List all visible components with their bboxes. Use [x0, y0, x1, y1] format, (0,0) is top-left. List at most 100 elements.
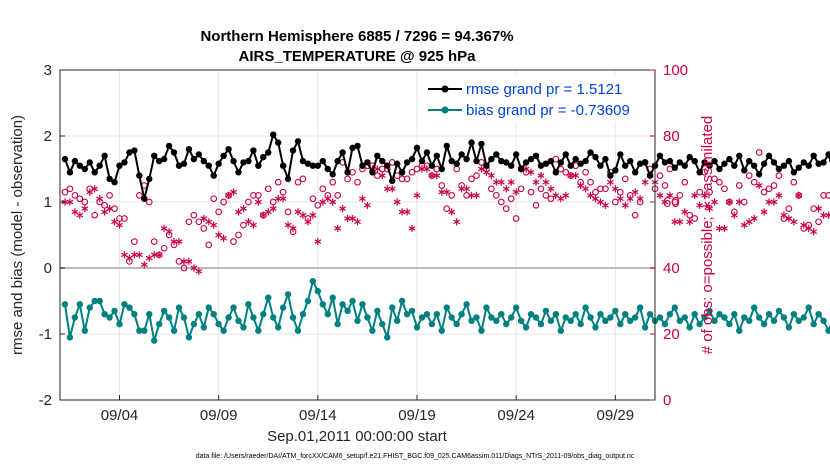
rmse-point: [260, 153, 267, 161]
bias-point: [681, 314, 688, 321]
obs-possible-point: [507, 195, 515, 203]
bias-point: [612, 307, 619, 315]
rmse-point: [155, 157, 163, 165]
bias-point: [488, 314, 495, 321]
obs-possible-point: [686, 211, 694, 219]
rmse-point: [364, 159, 371, 166]
rmse-point: [478, 140, 485, 148]
rmse-point: [225, 146, 232, 153]
bias-point: [374, 307, 381, 315]
rmse-point: [721, 160, 728, 167]
rmse-point: [503, 159, 510, 166]
obs-possible-point: [810, 205, 818, 212]
obs-assimilated-point: [413, 191, 421, 199]
obs-possible-point: [111, 205, 118, 212]
obs-possible-point: [621, 175, 629, 183]
rmse-point: [453, 160, 460, 167]
rmse-point: [141, 195, 148, 202]
rmse-point: [815, 160, 822, 167]
bias-point: [760, 320, 768, 328]
obs-possible-point: [279, 188, 287, 196]
rmse-point: [706, 162, 713, 169]
obs-assimilated-point: [165, 228, 173, 236]
bias-point: [180, 314, 188, 321]
obs-assimilated-point: [289, 224, 297, 232]
legend-rmse-marker: [441, 85, 449, 93]
rmse-point: [294, 138, 302, 145]
bias-point: [151, 337, 158, 344]
legend-rmse-text: rmse grand pr = 1.5121: [466, 81, 622, 98]
rmse-point: [270, 131, 277, 138]
obs-assimilated-point: [765, 198, 773, 206]
obs-possible-point: [81, 198, 89, 206]
obs-possible-point: [408, 168, 416, 176]
bias-point: [175, 304, 183, 311]
obs-assimilated-point: [730, 211, 738, 219]
rmse-point: [423, 149, 431, 156]
bias-point: [329, 294, 336, 301]
bias-point: [527, 311, 535, 318]
obs-possible-point: [215, 208, 223, 216]
obs-possible-point: [512, 215, 520, 222]
obs-possible-point: [185, 218, 193, 226]
rmse-point: [676, 159, 683, 166]
obs-assimilated-point: [487, 172, 495, 180]
bias-point: [532, 314, 540, 321]
rmse-point: [577, 160, 584, 167]
rmse-point: [398, 169, 406, 176]
rmse-point: [517, 165, 525, 173]
bias-point: [453, 320, 460, 328]
rmse-point: [324, 165, 331, 173]
rmse-point: [408, 155, 416, 163]
rmse-point: [458, 151, 465, 158]
obs-assimilated-point: [750, 214, 758, 223]
bias-point: [423, 311, 431, 318]
obs-possible-point: [760, 188, 768, 196]
rmse-point: [86, 159, 93, 166]
obs-possible-point: [532, 201, 540, 209]
bias-point: [547, 317, 555, 324]
rmse-point: [527, 155, 535, 163]
bias-point: [279, 304, 287, 311]
obs-assimilated-point: [96, 195, 104, 203]
rmse-point: [567, 162, 574, 169]
obs-possible-point: [825, 192, 830, 199]
rmse-point: [775, 165, 783, 173]
y-tick-right-5: 0: [663, 392, 671, 409]
rmse-point: [235, 169, 242, 176]
rmse-point: [572, 155, 579, 163]
obs-possible-point: [106, 192, 113, 199]
bias-point: [66, 334, 74, 341]
bias-point: [517, 317, 525, 324]
rmse-point: [299, 157, 307, 165]
bias-point: [607, 314, 614, 321]
rmse-point: [413, 144, 421, 152]
obs-assimilated-point: [304, 218, 312, 226]
obs-assimilated-point: [582, 185, 590, 193]
bias-point: [746, 317, 753, 324]
rmse-point: [557, 159, 564, 166]
obs-possible-point: [770, 182, 778, 189]
obs-assimilated-point: [641, 178, 649, 186]
rmse-point: [765, 152, 773, 159]
obs-assimilated-point: [681, 208, 689, 216]
obs-assimilated-point: [601, 201, 609, 209]
rmse-point: [473, 157, 480, 165]
obs-possible-point: [373, 172, 381, 179]
bias-point: [750, 304, 758, 311]
obs-assimilated-point: [175, 238, 183, 246]
left-axis-ticks: 3 2 1 0 -1 -2: [39, 62, 65, 409]
bias-point: [71, 314, 79, 321]
rmse-point: [790, 169, 798, 176]
obs-possible-point: [671, 198, 679, 206]
obs-possible-point: [582, 168, 589, 176]
bias-point: [91, 297, 98, 305]
bias-point: [225, 314, 232, 321]
rmse-point: [304, 160, 312, 167]
obs-assimilated-point: [76, 211, 84, 219]
bias-point: [369, 327, 376, 334]
rmse-point: [66, 169, 74, 176]
bias-point: [671, 304, 679, 311]
bias-point: [319, 301, 326, 308]
obs-assimilated-point: [66, 198, 74, 206]
